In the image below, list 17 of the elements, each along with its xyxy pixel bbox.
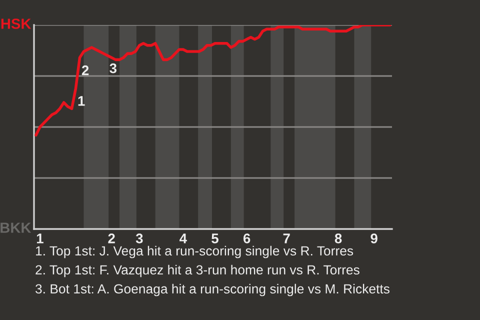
text: BKK [0, 222, 32, 233]
annotation: 1 [78, 96, 85, 106]
x-tick-label: 9 [370, 234, 378, 244]
text: 3. Bot 1st: A. Goenaga hit a run-scoring single vs M. Ricketts [36, 284, 390, 296]
x-tick-label: 1 [36, 234, 44, 244]
text: 2. Top 1st: F. Vazquez hit a 3-run home run vs R. Torres [36, 264, 360, 278]
text: HSK [1, 18, 32, 29]
x-tick-label: 2 [108, 234, 115, 244]
x-tick-label: 8 [334, 234, 342, 244]
x-tick-label: 5 [212, 234, 218, 244]
x-tick-label: 7 [283, 234, 290, 244]
x-tick-label: 4 [180, 234, 187, 244]
x-tick-label: 3 [136, 234, 143, 244]
annotation: 3 [110, 63, 117, 74]
x-tick-label: 6 [243, 234, 250, 244]
annotation: 2 [82, 65, 89, 76]
text: 1. Top 1st: J. Vega hit a run-scoring single vs R. Torres [36, 246, 354, 258]
